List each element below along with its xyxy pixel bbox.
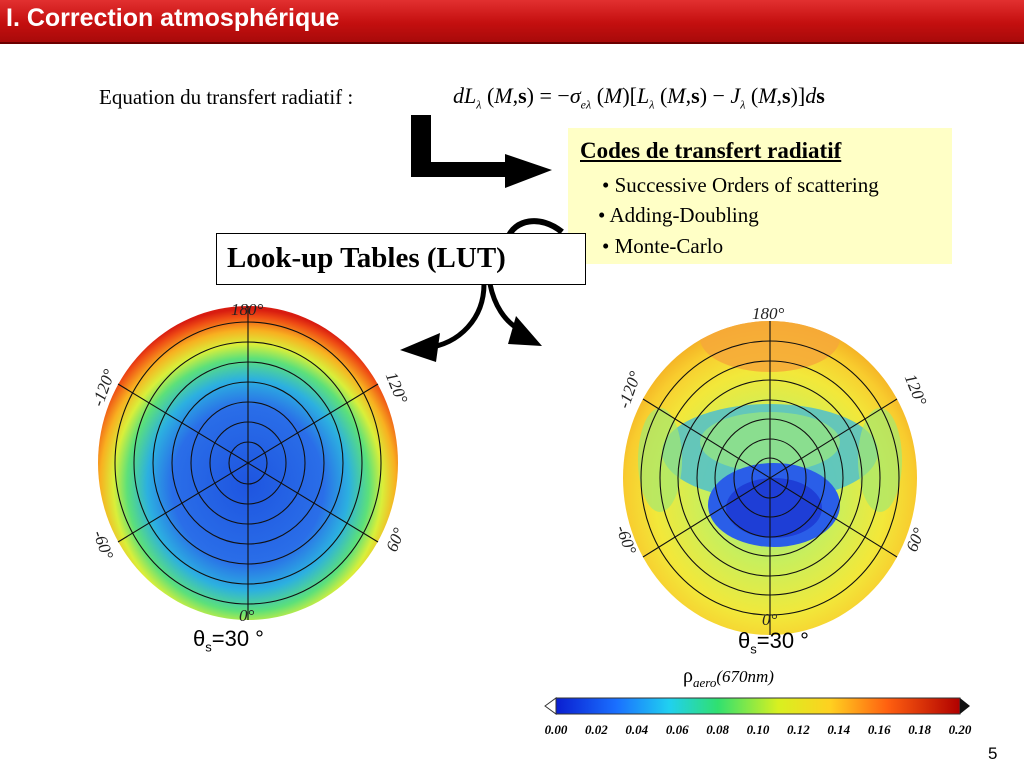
eq-lambda-2: λ bbox=[586, 97, 592, 112]
codes-title: Codes de transfert radiatif bbox=[580, 138, 842, 163]
left-theta-sub: s bbox=[205, 639, 212, 655]
colorbar-tick: 0.14 bbox=[827, 722, 851, 737]
eq-s-4: s bbox=[816, 83, 825, 108]
lut-box: Look-up Tables (LUT) bbox=[216, 233, 586, 285]
eq-m-1: M bbox=[494, 83, 513, 108]
eq-e: e bbox=[580, 97, 586, 112]
arrowhead-right bbox=[508, 316, 542, 346]
colorbar-tick: 0.18 bbox=[908, 722, 931, 737]
slide-header: I. Correction atmosphérique bbox=[0, 0, 1024, 42]
colorbar bbox=[544, 697, 970, 715]
eq-d: d bbox=[805, 83, 817, 108]
colorbar-tick: 0.20 bbox=[948, 722, 972, 737]
rho-symbol: ρ bbox=[683, 665, 693, 687]
polar-plot-right bbox=[623, 321, 917, 635]
l-arrow bbox=[411, 115, 552, 188]
eq-j: J bbox=[730, 83, 741, 108]
left-angle-0: 0° bbox=[239, 606, 255, 625]
eq-dl: dL bbox=[453, 83, 477, 108]
codes-box: Codes de transfert radiatif • Successive… bbox=[568, 128, 952, 264]
polar-plot-left bbox=[98, 306, 398, 620]
colorbar-tick: 0.08 bbox=[706, 722, 729, 737]
eq-s-1: s bbox=[518, 83, 527, 108]
colorbar-tick: 0.10 bbox=[746, 722, 770, 737]
eq-s-2: s bbox=[691, 83, 700, 108]
right-theta-value: =30 ° bbox=[756, 628, 809, 653]
rho-sub: aero bbox=[692, 675, 717, 690]
colorbar-tick: 0.00 bbox=[544, 722, 568, 737]
left-theta-value: =30 ° bbox=[211, 626, 264, 651]
eq-m-4: M bbox=[758, 83, 777, 108]
arrowhead-left bbox=[400, 333, 440, 362]
left-theta-symbol: θ bbox=[193, 626, 206, 651]
right-theta-label: θs=30 ° bbox=[738, 628, 809, 656]
header-divider bbox=[0, 42, 1024, 44]
codes-item-adding-doubling: • Adding-Doubling bbox=[598, 203, 759, 227]
colorbar-tick: 0.16 bbox=[867, 722, 891, 737]
codes-item-monte-carlo: • Monte-Carlo bbox=[602, 234, 724, 258]
radiative-transfer-equation: dLλ (M,s) = −σeλ (M)[dLLλ (M,s) − Jλ (M,… bbox=[453, 83, 825, 112]
eq-lambda-3: λ bbox=[649, 97, 655, 112]
left-angle-180: 180° bbox=[231, 300, 264, 319]
rho-wavelength: (670nm) bbox=[716, 667, 774, 686]
lut-label: Look-up Tables (LUT) bbox=[227, 242, 506, 274]
right-theta-symbol: θ bbox=[738, 628, 751, 653]
colorbar-tick: 0.12 bbox=[787, 722, 810, 737]
eq-m-3: M bbox=[667, 83, 686, 108]
eq-m-2: M bbox=[604, 83, 623, 108]
right-angle-0: 0° bbox=[762, 610, 778, 629]
colorbar-tick: 0.04 bbox=[625, 722, 649, 737]
page-number: 5 bbox=[988, 744, 998, 763]
equation-label: Equation du transfert radiatif : bbox=[99, 85, 354, 109]
codes-item-sos: • Successive Orders of scattering bbox=[602, 173, 879, 197]
slide-title: I. Correction atmosphérique bbox=[6, 4, 340, 32]
colorbar-label: ρaero(670nm) bbox=[683, 665, 774, 691]
colorbar-tick: 0.06 bbox=[665, 722, 689, 737]
eq-sigma: σ bbox=[569, 83, 581, 108]
eq-lambda-1: λ bbox=[476, 97, 482, 112]
eq-s-3: s bbox=[782, 83, 791, 108]
right-angle-180: 180° bbox=[752, 304, 785, 323]
colorbar-tick: 0.02 bbox=[585, 722, 608, 737]
right-theta-sub: s bbox=[750, 641, 757, 657]
eq-lambda-4: λ bbox=[740, 97, 746, 112]
left-theta-label: θs=30 ° bbox=[193, 626, 264, 654]
